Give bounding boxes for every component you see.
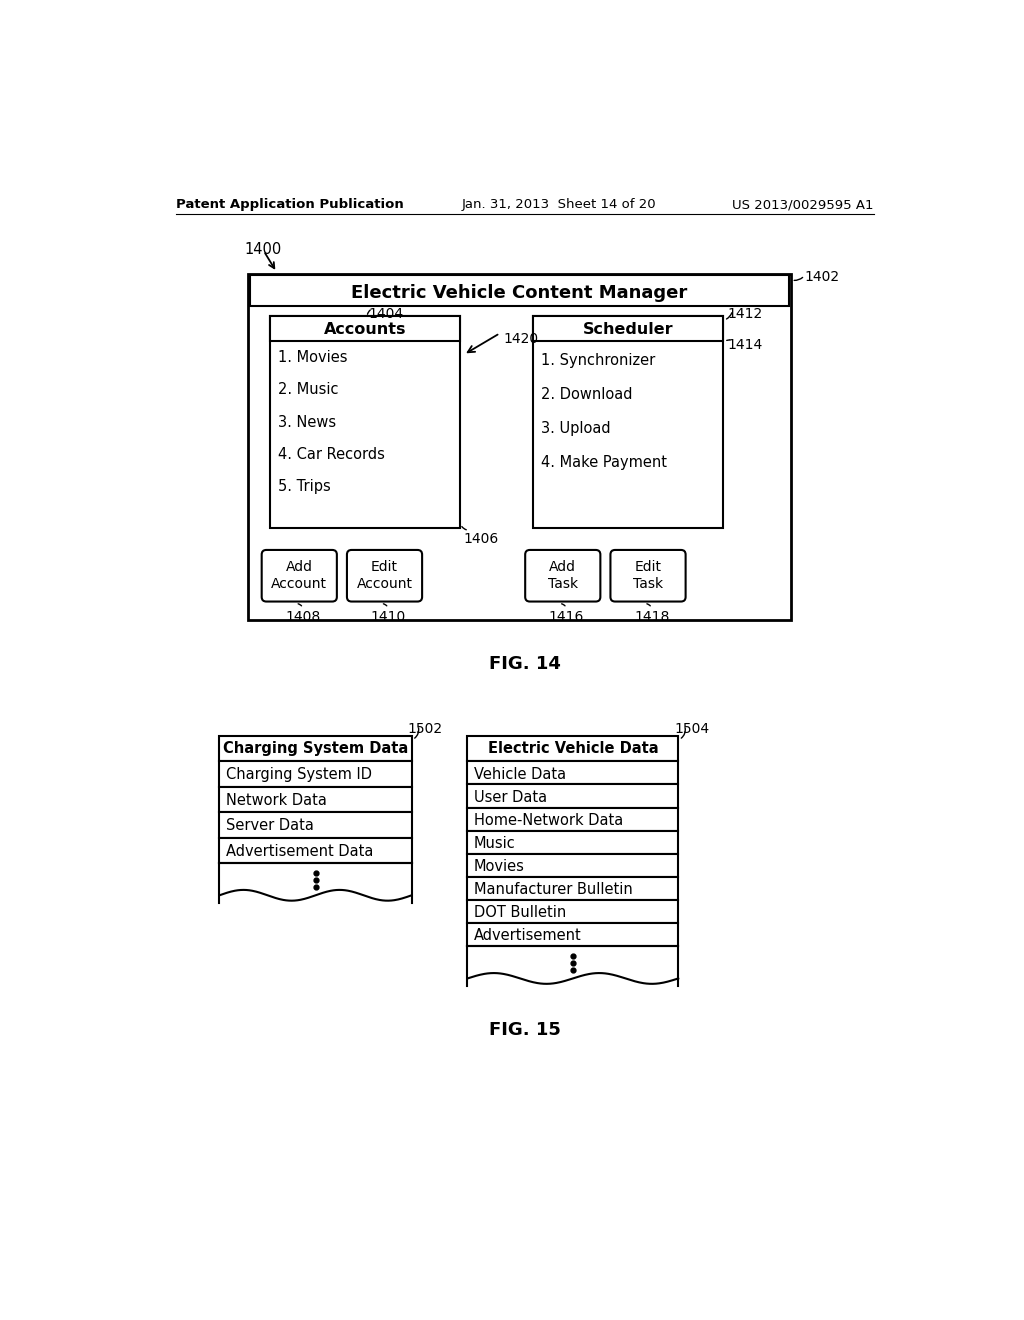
Bar bbox=[467, 762, 678, 784]
Bar bbox=[467, 876, 678, 900]
Bar bbox=[248, 275, 791, 620]
Text: Vehicle Data: Vehicle Data bbox=[474, 767, 566, 781]
Text: 4. Make Payment: 4. Make Payment bbox=[541, 455, 667, 470]
Bar bbox=[467, 737, 678, 762]
Text: 1502: 1502 bbox=[408, 722, 443, 737]
FancyBboxPatch shape bbox=[525, 550, 600, 602]
Text: Charging System ID: Charging System ID bbox=[225, 767, 372, 783]
Text: Accounts: Accounts bbox=[324, 322, 406, 338]
Text: DOT Bulletin: DOT Bulletin bbox=[474, 906, 566, 920]
Bar bbox=[467, 808, 678, 830]
Text: Scheduler: Scheduler bbox=[583, 322, 674, 338]
Text: Advertisement: Advertisement bbox=[474, 928, 582, 944]
Text: 2. Download: 2. Download bbox=[541, 387, 633, 403]
Text: Add
Task: Add Task bbox=[548, 560, 578, 591]
Bar bbox=[219, 762, 412, 787]
FancyBboxPatch shape bbox=[347, 550, 422, 602]
Text: FIG. 14: FIG. 14 bbox=[488, 655, 561, 673]
Text: 1402: 1402 bbox=[805, 271, 840, 284]
Text: 1504: 1504 bbox=[675, 722, 710, 737]
Text: Movies: Movies bbox=[474, 859, 524, 874]
Text: 3. News: 3. News bbox=[278, 414, 336, 430]
Text: Home-Network Data: Home-Network Data bbox=[474, 813, 623, 828]
Text: 1414: 1414 bbox=[727, 338, 762, 352]
FancyBboxPatch shape bbox=[610, 550, 686, 602]
Text: 1404: 1404 bbox=[369, 308, 403, 321]
Text: Server Data: Server Data bbox=[225, 818, 313, 833]
Text: Music: Music bbox=[474, 836, 515, 851]
Text: 1412: 1412 bbox=[727, 308, 762, 321]
Text: 1408: 1408 bbox=[286, 610, 321, 623]
Bar bbox=[467, 900, 678, 923]
Text: Electric Vehicle Data: Electric Vehicle Data bbox=[487, 742, 658, 756]
Bar bbox=[534, 317, 723, 528]
Bar bbox=[219, 787, 412, 812]
Text: User Data: User Data bbox=[474, 789, 547, 805]
Text: Add
Account: Add Account bbox=[271, 560, 328, 591]
Text: Network Data: Network Data bbox=[225, 793, 327, 808]
Text: 1. Movies: 1. Movies bbox=[278, 350, 347, 366]
Bar bbox=[250, 276, 790, 306]
Text: 5. Trips: 5. Trips bbox=[278, 479, 331, 495]
Text: Patent Application Publication: Patent Application Publication bbox=[176, 198, 403, 211]
Bar bbox=[467, 923, 678, 946]
Text: Electric Vehicle Content Manager: Electric Vehicle Content Manager bbox=[351, 284, 687, 302]
Text: Manufacturer Bulletin: Manufacturer Bulletin bbox=[474, 882, 633, 898]
Text: Advertisement Data: Advertisement Data bbox=[225, 843, 373, 859]
Bar bbox=[219, 737, 412, 762]
Text: 1420: 1420 bbox=[503, 331, 539, 346]
Bar bbox=[270, 317, 460, 341]
Text: US 2013/0029595 A1: US 2013/0029595 A1 bbox=[732, 198, 873, 211]
Bar bbox=[219, 812, 412, 838]
Text: 1. Synchronizer: 1. Synchronizer bbox=[541, 354, 655, 368]
Text: Edit
Task: Edit Task bbox=[633, 560, 664, 591]
Text: 1410: 1410 bbox=[371, 610, 406, 623]
Text: 1400: 1400 bbox=[245, 242, 282, 256]
Text: 1418: 1418 bbox=[634, 610, 670, 623]
Text: 1406: 1406 bbox=[464, 532, 499, 546]
Bar bbox=[219, 838, 412, 863]
Bar bbox=[467, 830, 678, 854]
Text: 2. Music: 2. Music bbox=[278, 383, 338, 397]
Text: 3. Upload: 3. Upload bbox=[541, 421, 610, 436]
Bar bbox=[534, 317, 723, 341]
Bar bbox=[467, 784, 678, 808]
Bar bbox=[467, 854, 678, 876]
Text: Jan. 31, 2013  Sheet 14 of 20: Jan. 31, 2013 Sheet 14 of 20 bbox=[461, 198, 656, 211]
Text: 4. Car Records: 4. Car Records bbox=[278, 447, 384, 462]
Bar bbox=[270, 317, 460, 528]
FancyBboxPatch shape bbox=[262, 550, 337, 602]
Text: Charging System Data: Charging System Data bbox=[223, 742, 409, 756]
Text: Edit
Account: Edit Account bbox=[356, 560, 413, 591]
Text: FIG. 15: FIG. 15 bbox=[488, 1020, 561, 1039]
Text: 1416: 1416 bbox=[549, 610, 585, 623]
